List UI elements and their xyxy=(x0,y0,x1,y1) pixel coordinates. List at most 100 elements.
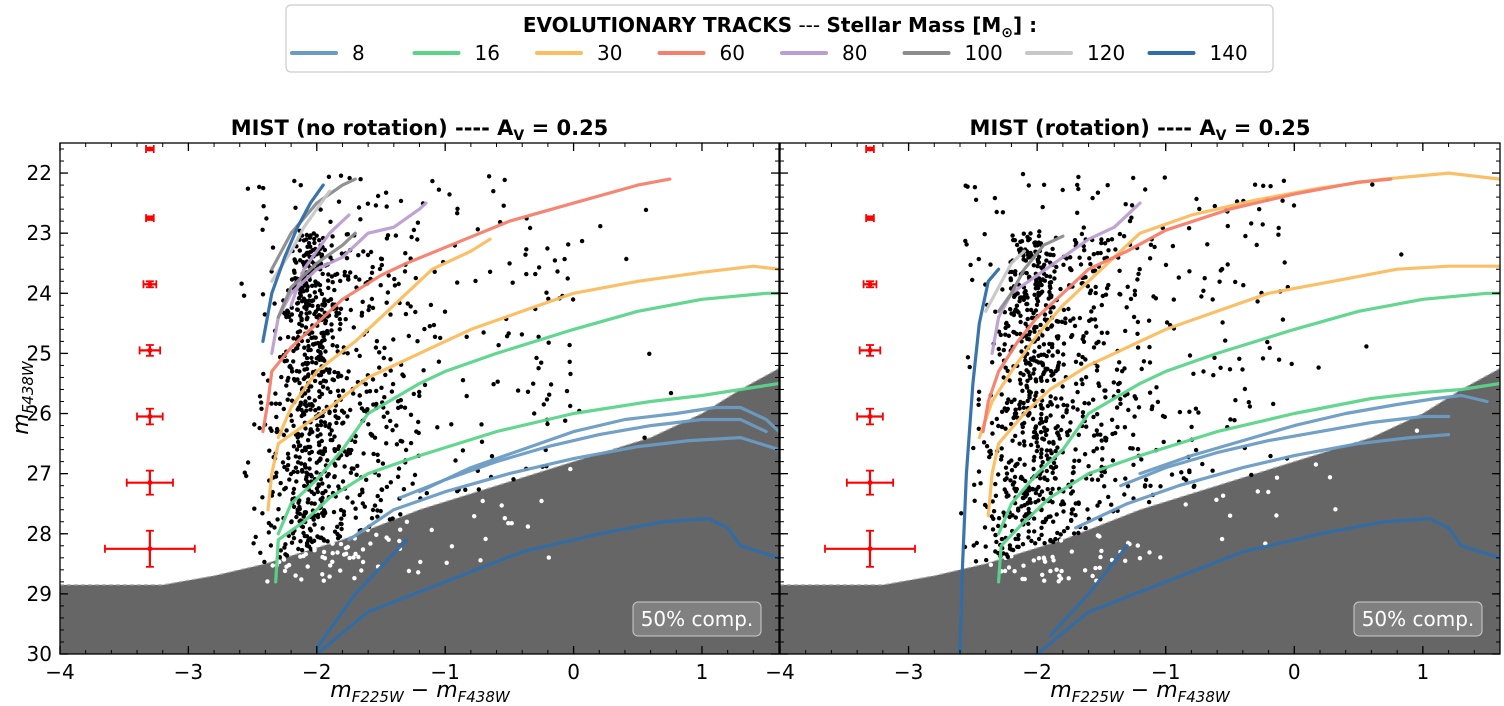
star-point xyxy=(463,487,468,492)
star-point xyxy=(562,256,567,262)
star-point xyxy=(1127,218,1133,224)
star-point xyxy=(285,397,290,402)
star-point xyxy=(1064,408,1069,413)
star-point xyxy=(1073,447,1078,452)
star-point xyxy=(1100,457,1105,462)
star-point xyxy=(1146,318,1152,323)
star-point-faint xyxy=(1020,576,1025,582)
track-30-msun-branch-0 xyxy=(986,264,1500,518)
star-point xyxy=(361,408,367,413)
star-point xyxy=(378,283,383,288)
star-point-faint xyxy=(1093,565,1098,571)
star-point xyxy=(643,207,649,213)
star-point xyxy=(1017,295,1023,301)
x-tick-label: −1 xyxy=(1151,660,1180,684)
star-point xyxy=(1036,285,1041,291)
star-point xyxy=(336,199,342,204)
star-point xyxy=(362,504,367,509)
star-point xyxy=(449,422,454,427)
star-point-faint xyxy=(1183,502,1188,507)
star-point xyxy=(1228,417,1233,422)
star-point xyxy=(983,544,988,549)
star-point xyxy=(1017,299,1022,304)
star-point xyxy=(409,234,414,240)
star-point xyxy=(1117,231,1123,237)
track-100-msun-branch-0 xyxy=(276,231,357,319)
star-point-faint xyxy=(499,503,504,508)
star-point xyxy=(345,495,350,500)
star-point xyxy=(1075,210,1080,215)
star-point xyxy=(1008,307,1013,312)
star-point-faint xyxy=(1040,572,1045,577)
star-point xyxy=(1037,344,1042,350)
star-point xyxy=(1080,410,1086,415)
star-point xyxy=(289,519,294,524)
star-point xyxy=(1042,312,1048,317)
star-point xyxy=(547,392,552,397)
star-point xyxy=(1132,288,1138,293)
star-point xyxy=(1048,280,1054,285)
star-point xyxy=(1055,424,1060,429)
star-point xyxy=(318,380,323,386)
star-point xyxy=(252,506,257,511)
star-point xyxy=(322,420,328,425)
star-point xyxy=(1055,365,1060,370)
star-point xyxy=(1006,397,1011,402)
star-point xyxy=(1193,406,1199,411)
star-point xyxy=(1086,401,1092,406)
star-point xyxy=(398,398,403,403)
star-point xyxy=(1013,269,1018,274)
star-point xyxy=(1059,396,1064,401)
legend-label-80: 80 xyxy=(842,41,867,65)
star-point xyxy=(328,297,334,302)
star-point xyxy=(1103,435,1108,440)
star-point xyxy=(291,536,297,541)
star-point xyxy=(1132,394,1137,399)
star-point xyxy=(315,303,321,309)
star-point xyxy=(1026,506,1031,512)
star-point xyxy=(319,369,324,375)
star-point xyxy=(294,479,299,484)
star-point xyxy=(313,360,319,366)
star-point xyxy=(976,469,982,474)
star-point xyxy=(1033,377,1039,382)
star-point xyxy=(1065,525,1070,531)
star-point xyxy=(371,451,376,457)
star-point xyxy=(1025,500,1031,505)
star-point xyxy=(296,296,302,301)
star-point xyxy=(1220,320,1225,325)
star-point xyxy=(344,256,350,261)
legend-item-30: 30 xyxy=(535,41,622,65)
star-point xyxy=(306,241,312,246)
star-point xyxy=(1008,276,1013,281)
star-point xyxy=(373,203,379,208)
star-point xyxy=(305,479,310,485)
star-point xyxy=(1187,468,1192,473)
star-point xyxy=(357,401,363,406)
star-point xyxy=(317,238,322,243)
star-point xyxy=(422,326,427,332)
star-point xyxy=(294,368,299,374)
star-point xyxy=(541,402,546,407)
star-point xyxy=(369,296,375,302)
star-point xyxy=(323,379,329,384)
star-point xyxy=(336,393,342,399)
star-point xyxy=(1040,204,1045,210)
star-point xyxy=(567,342,572,348)
star-point xyxy=(315,489,320,495)
star-point xyxy=(1139,457,1144,462)
star-point xyxy=(1053,464,1059,469)
star-point xyxy=(335,536,341,541)
star-point xyxy=(1035,299,1041,304)
star-point xyxy=(1040,289,1045,294)
star-point xyxy=(1034,448,1040,454)
star-point xyxy=(1131,314,1137,320)
star-point xyxy=(1247,404,1253,409)
star-point xyxy=(251,541,256,546)
star-point xyxy=(1142,484,1148,489)
completeness-region xyxy=(60,368,779,654)
star-point xyxy=(1017,406,1022,411)
star-point xyxy=(539,360,544,365)
star-point xyxy=(353,506,358,511)
star-point xyxy=(1199,294,1204,299)
